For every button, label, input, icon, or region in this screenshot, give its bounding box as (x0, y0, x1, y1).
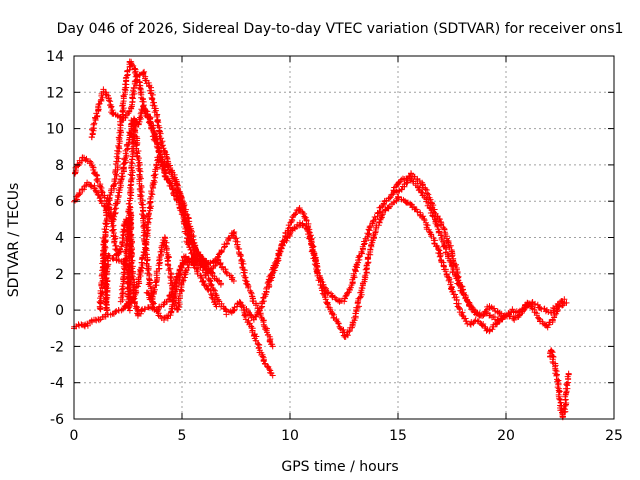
y-tick-label: 14 (46, 49, 64, 65)
y-tick-label: -4 (50, 376, 64, 392)
series-track-12 (547, 347, 572, 421)
y-tick-label: 8 (55, 158, 64, 174)
series-track-10 (264, 193, 570, 340)
y-axis-label: SDTVAR / TECUs (6, 183, 22, 298)
y-tick-label: 6 (55, 194, 64, 210)
y-tick-label: 4 (55, 231, 64, 247)
series-markers (72, 58, 211, 266)
series-markers (143, 229, 276, 350)
y-tick-label: 12 (46, 85, 64, 101)
x-axis-label: GPS time / hours (281, 459, 398, 475)
x-tick-label: 15 (389, 428, 407, 444)
y-tick-label: 10 (46, 122, 64, 138)
series-track-4 (88, 68, 216, 277)
series-markers (117, 115, 220, 323)
series-track-6 (117, 115, 220, 323)
y-tick-label: 2 (55, 267, 64, 283)
series-track-8 (191, 258, 276, 379)
axis-ticks: 0 5 10 15 20 25 -6 -4 -2 0 2 4 6 8 10 12 14 (46, 49, 623, 444)
series-track-7 (143, 229, 276, 350)
x-tick-label: 20 (497, 428, 515, 444)
x-tick-label: 5 (178, 428, 187, 444)
y-tick-label: 0 (55, 303, 64, 319)
series-track-13 (100, 206, 135, 314)
series-markers (547, 347, 572, 421)
x-tick-label: 0 (70, 428, 79, 444)
chart-title: Day 046 of 2026, Sidereal Day-to-day VTE… (57, 21, 624, 37)
y-tick-label: -2 (50, 339, 64, 355)
x-tick-label: 25 (605, 428, 623, 444)
series-track-11 (394, 170, 505, 319)
series-markers (264, 193, 570, 340)
series-markers (394, 170, 505, 319)
series-track-3 (72, 58, 211, 266)
data-series (71, 58, 572, 421)
series-markers (191, 258, 276, 379)
y-tick-label: -6 (50, 412, 64, 428)
x-tick-label: 10 (281, 428, 299, 444)
series-markers (88, 68, 216, 277)
series-markers (100, 206, 135, 314)
